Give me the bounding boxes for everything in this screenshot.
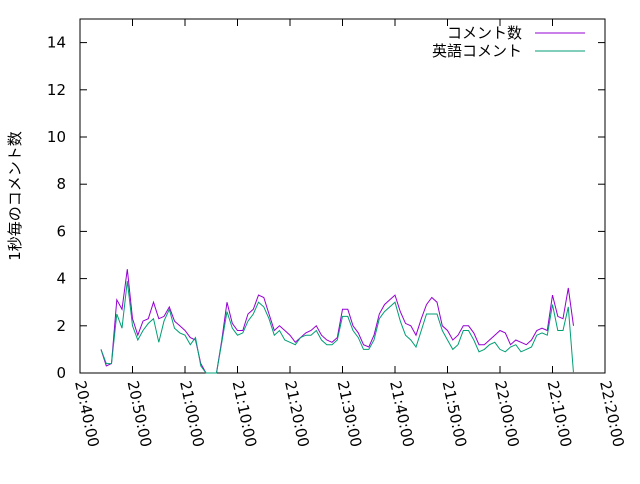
y-axis-label: 1秒毎のコメント数: [6, 131, 24, 261]
y-tick-label: 2: [56, 317, 66, 335]
plot-frame: [79, 18, 606, 374]
x-tick-label: 21:20:00: [281, 379, 313, 449]
y-tick-label: 14: [47, 34, 66, 52]
x-tick-label: 20:40:00: [71, 379, 103, 449]
x-tick-label: 22:00:00: [491, 379, 523, 449]
legend-label: コメント数: [447, 24, 522, 42]
x-tick-label: 21:10:00: [229, 379, 261, 449]
y-tick-label: 12: [47, 81, 66, 99]
y-tick-label: 0: [56, 364, 66, 382]
series-line: [100, 269, 574, 374]
y-tick-label: 8: [56, 175, 66, 193]
x-tick-label: 20:50:00: [124, 379, 156, 449]
y-tick-label: 6: [56, 222, 66, 240]
series-line: [100, 280, 574, 374]
x-tick-label: 21:50:00: [439, 379, 471, 449]
legend-label: 英語コメント: [432, 42, 522, 60]
x-tick-label: 21:30:00: [334, 379, 366, 449]
y-tick-label: 10: [47, 128, 66, 146]
x-tick-label: 21:40:00: [386, 379, 418, 449]
x-tick-label: 22:10:00: [544, 379, 576, 449]
y-tick-label: 4: [56, 270, 66, 288]
x-tick-label: 22:20:00: [596, 379, 628, 449]
x-tick-label: 21:00:00: [176, 379, 208, 449]
